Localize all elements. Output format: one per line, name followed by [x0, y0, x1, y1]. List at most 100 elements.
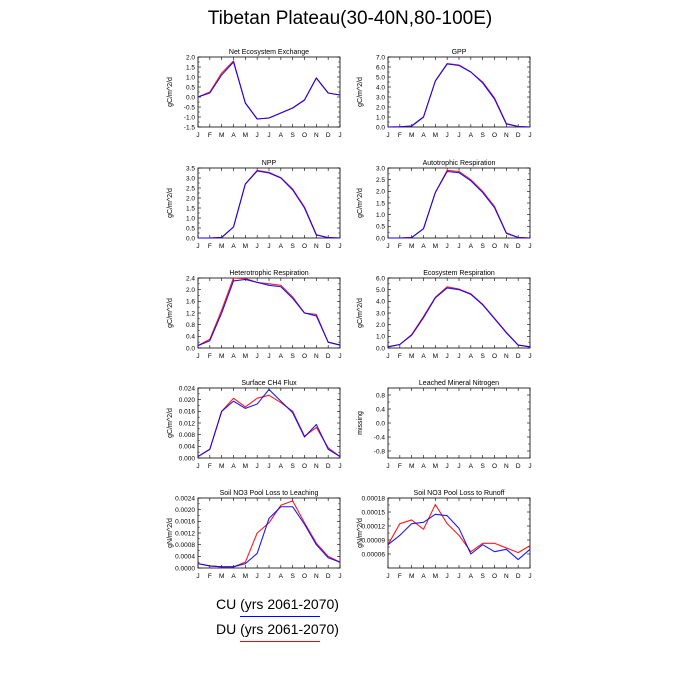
x-tick-label: A: [421, 132, 426, 139]
y-tick-label: 0.0004: [175, 554, 195, 561]
x-tick-label: N: [314, 353, 319, 360]
x-tick-label: F: [398, 353, 402, 360]
y-tick-label: 0.8: [186, 322, 195, 329]
y-tick-label: 1.0: [376, 334, 385, 341]
series-line-du: [387, 286, 531, 348]
plot-frame: [197, 56, 341, 128]
y-tick-label: 1.0: [186, 215, 195, 222]
x-tick-label: A: [421, 243, 426, 250]
x-tick-label: M: [219, 132, 224, 139]
y-tick-label: 1.5: [186, 205, 195, 212]
panel-6: Ecosystem Respiration gC/m^2/d 0.0 1.0 2.0 3.…: [357, 270, 532, 360]
x-tick-label: M: [433, 243, 438, 250]
y-tick-label: 0.0024: [175, 495, 195, 502]
x-tick-label: F: [398, 463, 402, 470]
y-tick-label: 2.5: [376, 177, 385, 184]
x-tick-label: D: [326, 243, 331, 250]
y-tick-label: 0.00015: [362, 509, 386, 516]
x-tick-label: A: [231, 132, 236, 139]
legend-label-du: DU (yrs 2061-2070): [216, 621, 339, 637]
x-tick-label: M: [243, 132, 248, 139]
series-line-du: [197, 277, 341, 347]
x-tick-label: A: [469, 243, 474, 250]
series-line-cu: [197, 61, 341, 120]
x-tick-label: N: [314, 463, 319, 470]
panel-title: Ecosystem Respiration: [423, 270, 495, 277]
x-tick-label: A: [421, 353, 426, 360]
y-tick-label: 0.5: [186, 84, 195, 91]
series-line-du: [388, 169, 531, 239]
x-tick-label: J: [256, 573, 259, 580]
y-tick-label: 2.0: [186, 287, 195, 294]
y-tick-label: -1.0: [184, 114, 196, 121]
y-tick-label: 0.008: [179, 432, 196, 439]
x-tick-label: A: [469, 573, 474, 580]
y-tick-label: -1.5: [184, 124, 196, 131]
x-tick-label: F: [398, 573, 402, 580]
y-tick-label: 0.020: [179, 397, 196, 404]
y-tick-label: 0.0: [186, 235, 195, 242]
panel-title: Net Ecosystem Exchange: [229, 49, 309, 56]
y-tick-label: 1.0: [376, 212, 385, 219]
x-tick-label: S: [480, 243, 485, 250]
x-tick-label: J: [196, 353, 199, 360]
x-tick-label: J: [267, 353, 270, 360]
series-line-du: [197, 394, 341, 458]
y-tick-label: 2.0: [376, 104, 385, 111]
y-tick-label: 0.0: [376, 345, 385, 352]
x-tick-label: N: [314, 132, 319, 139]
y-tick-label: 2.0: [376, 322, 385, 329]
y-tick-label: 0.0012: [175, 530, 195, 537]
x-tick-label: O: [492, 243, 497, 250]
x-tick-label: M: [219, 353, 224, 360]
panel-title: Autotrophic Respiration: [423, 160, 496, 167]
y-tick-label: 1.2: [186, 310, 195, 317]
y-tick-label: -0.5: [184, 104, 196, 111]
y-tick-label: 0.024: [179, 385, 196, 392]
x-tick-label: A: [231, 463, 236, 470]
x-tick-label: S: [480, 353, 485, 360]
x-tick-label: D: [326, 353, 331, 360]
x-tick-label: S: [290, 243, 295, 250]
plot-frame: [387, 497, 531, 569]
series-line-cu: [197, 506, 341, 568]
y-axis-label: gC/m^2/d: [357, 188, 364, 218]
x-tick-label: N: [504, 463, 509, 470]
x-tick-label: J: [528, 353, 531, 360]
x-tick-label: O: [302, 463, 307, 470]
x-tick-label: J: [196, 243, 199, 250]
legend-line-cu: [240, 616, 320, 617]
series-line-cu: [197, 278, 341, 347]
y-tick-label: 0.0020: [175, 507, 195, 514]
y-tick-label: 3.0: [376, 165, 385, 172]
x-tick-label: J: [196, 463, 199, 470]
x-tick-label: J: [528, 243, 531, 250]
x-tick-label: J: [386, 132, 389, 139]
y-tick-label: 0.0000: [175, 565, 195, 572]
panel-title: GPP: [452, 49, 467, 56]
y-tick-label: 0.00012: [362, 523, 386, 530]
x-tick-label: D: [516, 243, 521, 250]
x-tick-label: M: [433, 353, 438, 360]
panel-title: NPP: [262, 160, 277, 167]
x-tick-label: N: [314, 243, 319, 250]
plot-frame: [197, 277, 341, 349]
x-tick-label: O: [492, 463, 497, 470]
plot-frame: [387, 167, 531, 239]
panel-title: Heterotrophic Respiration: [229, 270, 308, 277]
y-tick-label: 0.00009: [362, 537, 386, 544]
y-axis-label: gC/m^2/d: [167, 188, 174, 218]
x-tick-label: J: [338, 353, 341, 360]
y-tick-label: 0.8: [376, 392, 385, 399]
x-tick-label: S: [290, 573, 295, 580]
x-tick-label: D: [516, 463, 521, 470]
x-tick-label: J: [338, 573, 341, 580]
panel-9: Soil NO3 Pool Loss to LeachinggN/m^2/d0.…: [167, 490, 342, 580]
x-tick-label: A: [279, 353, 284, 360]
x-tick-label: N: [504, 573, 509, 580]
x-tick-label: M: [409, 132, 414, 139]
y-tick-label: 0.0008: [175, 542, 195, 549]
x-tick-label: D: [516, 353, 521, 360]
x-tick-label: J: [267, 463, 270, 470]
x-tick-label: N: [504, 353, 509, 360]
